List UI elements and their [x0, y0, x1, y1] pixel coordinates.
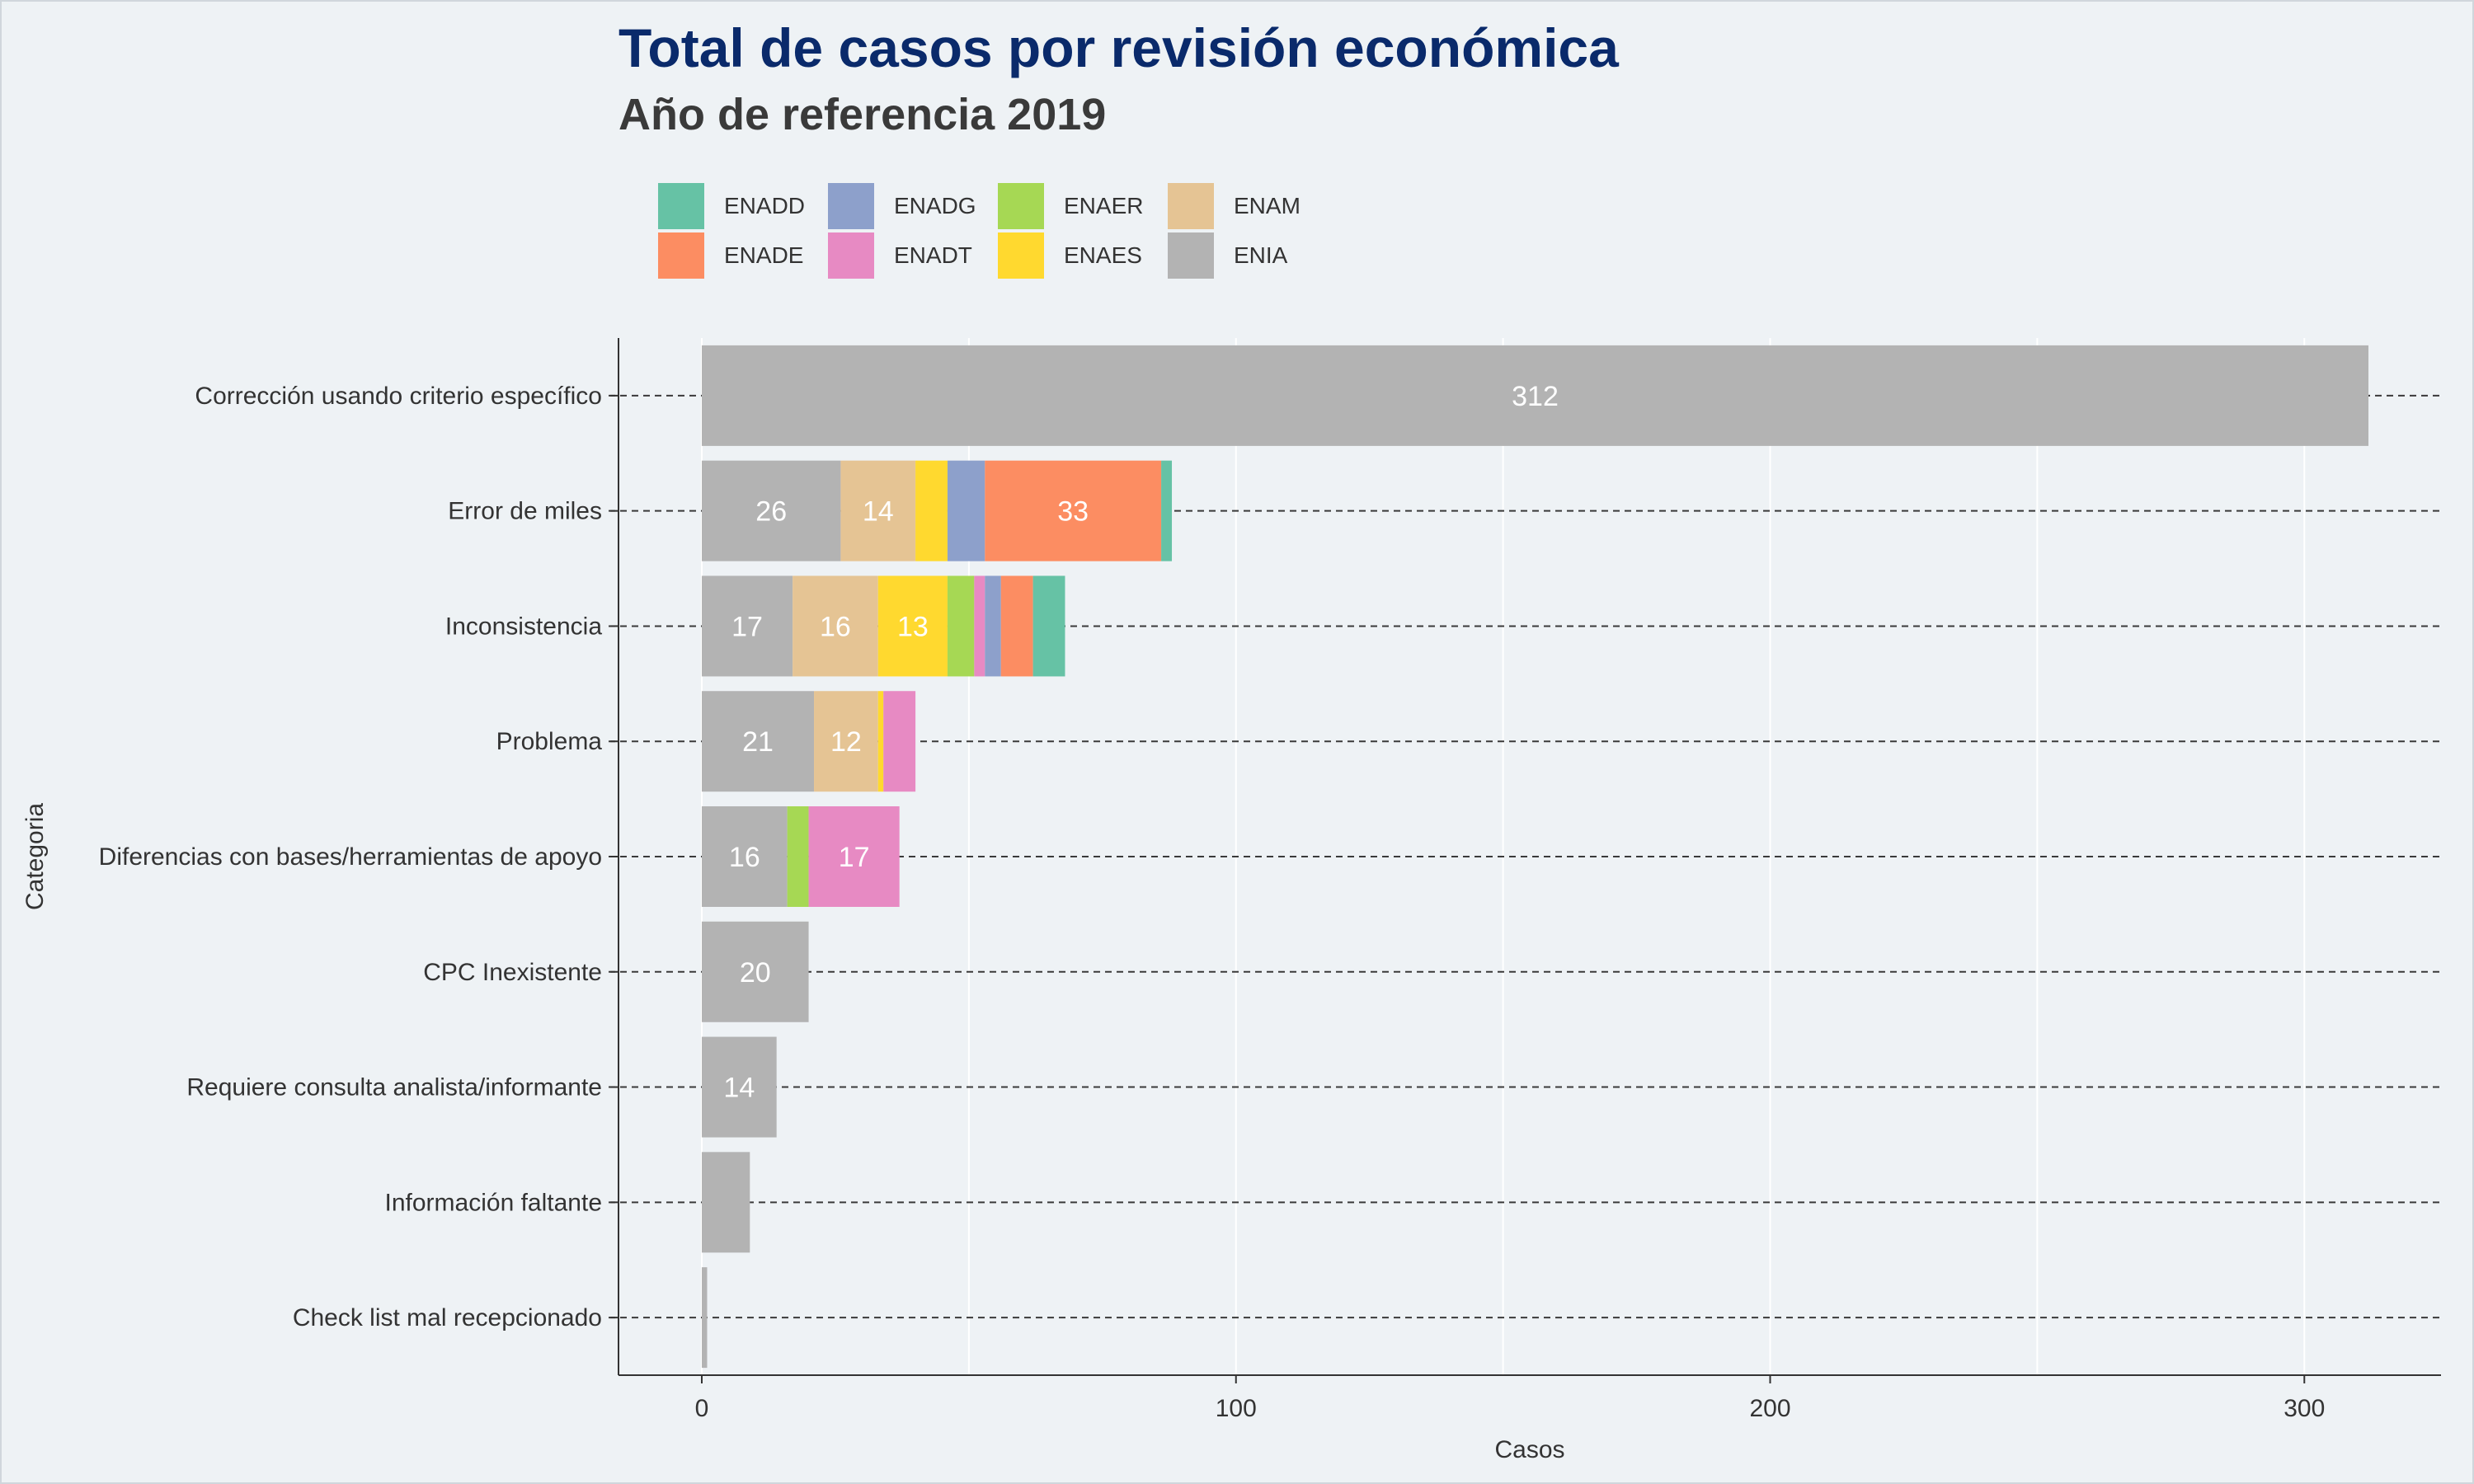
bar-enaes [915, 460, 948, 561]
legend-label: ENAM [1234, 193, 1300, 218]
y-tick-label: Inconsistencia [445, 613, 602, 640]
data-label: 17 [731, 611, 763, 642]
bar-enia [702, 575, 793, 677]
bar-enade [985, 460, 1162, 561]
data-label: 17 [839, 842, 870, 873]
x-tick-label: 100 [1216, 1395, 1257, 1422]
bar-enaes [877, 575, 948, 677]
legend-swatch [1168, 232, 1214, 279]
legend-swatch [998, 183, 1044, 229]
legend-swatch [828, 183, 874, 229]
legend-label: ENIA [1234, 242, 1288, 268]
legend-swatch [1168, 183, 1214, 229]
legend-label: ENADG [894, 193, 976, 218]
y-tick-label: CPC Inexistente [423, 959, 602, 986]
bar-enam [793, 575, 878, 677]
chart-legend: ENADD ENADE ENADG ENADT ENAER ENAES ENAM ENIA [658, 183, 1334, 282]
legend-label: ENADT [894, 242, 972, 268]
legend-swatch [658, 183, 704, 229]
bar-enia [702, 1152, 750, 1253]
bar-enia [702, 460, 841, 561]
y-tick-label: Requiere consulta analista/informante [186, 1074, 602, 1101]
bar-enia [702, 691, 815, 792]
bar-enia [702, 1036, 777, 1138]
legend-label: ENADE [724, 242, 804, 268]
bar-enam [840, 460, 916, 561]
data-label: 16 [729, 842, 760, 873]
legend-swatch [998, 232, 1044, 279]
y-tick-label: Problema [496, 728, 603, 755]
bar-enia [702, 921, 809, 1022]
legend-label: ENAES [1064, 242, 1142, 268]
x-axis-title: Casos [1494, 1436, 1564, 1463]
y-tick-label: Error de miles [448, 498, 602, 525]
bar-enadg [947, 460, 985, 561]
y-tick-label: Check list mal recepcionado [293, 1304, 602, 1331]
y-axis-title: Categoria [21, 803, 49, 910]
x-tick-label: 0 [695, 1395, 709, 1422]
bar-enia [702, 345, 2368, 446]
bar-enaer [947, 575, 975, 677]
legend-label: ENADD [724, 193, 806, 218]
bar-enaer [787, 806, 809, 907]
chart-title: Total de casos por revisión económica [618, 17, 1619, 78]
data-label: 16 [820, 611, 851, 642]
bar-enadd [1161, 460, 1173, 561]
bar-enadg [985, 575, 1001, 677]
data-label: 12 [830, 726, 862, 758]
data-label: 21 [742, 726, 774, 758]
bar-enade [1000, 575, 1033, 677]
data-label: 312 [1512, 381, 1559, 412]
bar-enadd [1032, 575, 1065, 677]
legend-label: ENAER [1064, 193, 1144, 218]
bar-enam [814, 691, 878, 792]
chart-subtitle: Año de referencia 2019 [618, 90, 1107, 139]
legend-swatch [658, 232, 704, 279]
x-tick-label: 200 [1749, 1395, 1790, 1422]
y-tick-label: Corrección usando criterio específico [195, 383, 602, 410]
y-tick-label: Diferencias con bases/herramientas de ap… [99, 843, 602, 871]
data-label: 14 [863, 496, 894, 528]
y-tick-label: Información faltante [385, 1189, 602, 1216]
x-tick-label: 300 [2284, 1395, 2325, 1422]
data-label: 20 [740, 957, 771, 989]
data-label: 13 [897, 611, 929, 642]
bar-enadt [883, 691, 916, 792]
bar-enadt [974, 575, 985, 677]
data-label: 33 [1057, 496, 1089, 528]
bar-enadt [808, 806, 900, 907]
bar-enia [702, 1267, 708, 1369]
data-label: 26 [755, 496, 787, 528]
data-label: 14 [723, 1073, 755, 1104]
bar-enaes [877, 691, 884, 792]
legend-swatch [828, 232, 874, 279]
bar-enia [702, 806, 788, 907]
